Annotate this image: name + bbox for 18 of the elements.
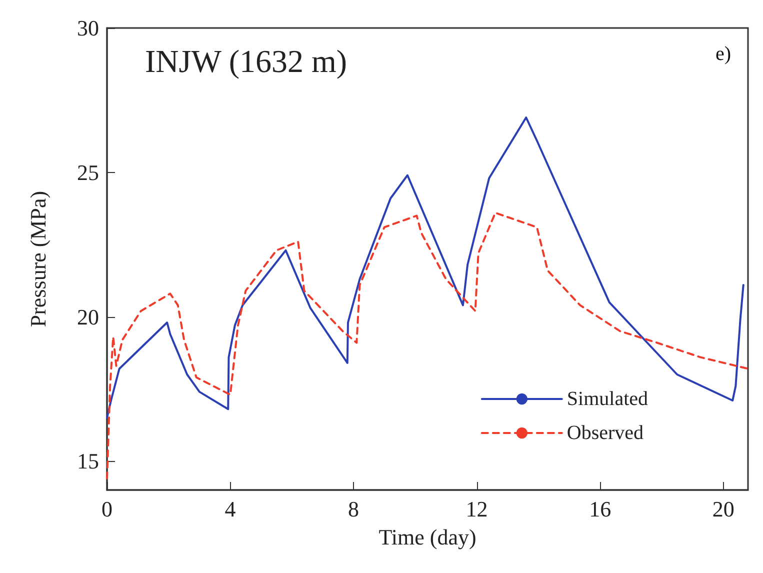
x-axis-title: Time (day) xyxy=(378,524,476,550)
y-tick-label: 30 xyxy=(77,16,99,40)
y-tick-label: 25 xyxy=(77,160,99,185)
x-tick-label: 4 xyxy=(224,496,236,522)
annotation: e) xyxy=(715,43,732,65)
x-tick-label: 0 xyxy=(102,496,112,522)
x-tick-label: 12 xyxy=(466,496,488,522)
y-axis-title: Pressure (MPa) xyxy=(26,190,50,328)
line-series xyxy=(106,116,744,419)
x-tick-label: 16 xyxy=(589,496,612,522)
line-series xyxy=(106,212,749,480)
x-tick-label: 8 xyxy=(348,496,360,522)
y-tick-label: 15 xyxy=(77,448,99,474)
text: INJW (1632 m) xyxy=(145,43,348,79)
y-tick-label: 20 xyxy=(77,304,99,330)
x-tick-label: 20 xyxy=(712,496,734,522)
legend-label: Observed xyxy=(566,422,644,444)
legend-label: Simulated xyxy=(566,388,648,410)
